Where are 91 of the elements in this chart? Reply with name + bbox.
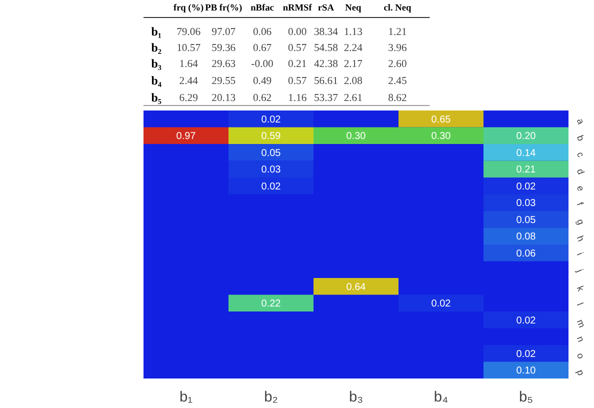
data-label: 2.24 bbox=[344, 43, 364, 54]
y-tick-label: m bbox=[574, 318, 588, 330]
x-tick-label: b₁ bbox=[179, 390, 193, 406]
data-label: 20.13 bbox=[212, 93, 236, 104]
y-tick-label: h bbox=[574, 234, 586, 243]
data-label: 0.08 bbox=[516, 232, 536, 243]
data-label: 0.20 bbox=[516, 131, 536, 142]
data-label: 0.21 bbox=[288, 59, 307, 70]
y-tick-label: b₅ bbox=[151, 90, 162, 104]
y-tick-label: c bbox=[574, 150, 586, 159]
data-label: 2.61 bbox=[344, 93, 362, 104]
data-label: 0.03 bbox=[261, 164, 282, 176]
data-label: 0.14 bbox=[516, 148, 536, 159]
data-label: 54.58 bbox=[314, 43, 338, 54]
data-label: 8.62 bbox=[388, 93, 407, 104]
data-label: 2.44 bbox=[179, 76, 199, 87]
y-tick-label: f bbox=[574, 200, 586, 208]
x-tick-label: PB fr(%) bbox=[205, 4, 242, 14]
x-tick-label: b₃ bbox=[348, 390, 364, 406]
data-label: 2.60 bbox=[388, 59, 407, 70]
x-tick-label: b₂ bbox=[264, 390, 278, 406]
x-tick-label: b₅ bbox=[518, 390, 534, 406]
data-label: 59.36 bbox=[212, 43, 236, 54]
data-label: 0.06 bbox=[252, 27, 272, 38]
data-label: 0.10 bbox=[516, 366, 536, 377]
x-tick-label: frq (%) bbox=[174, 4, 204, 14]
data-label: 6.29 bbox=[179, 93, 198, 104]
data-label: 42.38 bbox=[314, 59, 338, 70]
y-tick-label: n bbox=[574, 334, 586, 344]
data-label: 0.30 bbox=[431, 131, 452, 142]
y-tick-label: p bbox=[574, 368, 586, 377]
data-label: 0.06 bbox=[516, 248, 536, 260]
data-label: 0.62 bbox=[252, 93, 272, 104]
y-tick-label: i bbox=[574, 251, 585, 257]
data-label: -0.00 bbox=[251, 59, 274, 70]
y-tick-label: b₁ bbox=[151, 24, 162, 38]
data-label: 29.55 bbox=[212, 76, 236, 87]
data-label: 3.96 bbox=[388, 43, 408, 54]
data-label: 0.97 bbox=[176, 131, 196, 142]
data-label: 0.02 bbox=[431, 298, 452, 310]
data-label: 0.21 bbox=[516, 164, 536, 176]
data-label: 1.21 bbox=[388, 27, 407, 38]
data-label: 1.16 bbox=[288, 93, 308, 104]
x-tick-label: b₄ bbox=[434, 390, 448, 406]
data-label: 0.65 bbox=[431, 114, 452, 126]
data-label: 0.49 bbox=[252, 76, 272, 87]
data-label: 0.22 bbox=[261, 298, 282, 310]
x-tick-label: rSA bbox=[318, 4, 334, 14]
data-label: 0.02 bbox=[261, 181, 282, 192]
data-label: 53.37 bbox=[314, 93, 339, 104]
y-tick-label: e bbox=[574, 184, 586, 193]
y-tick-label: d bbox=[574, 167, 586, 176]
y-tick-label: b₂ bbox=[151, 40, 162, 54]
y-tick-label: o bbox=[574, 352, 586, 360]
data-label: 0.03 bbox=[516, 198, 536, 210]
data-label: 0.59 bbox=[261, 131, 282, 142]
data-label: 0.02 bbox=[516, 181, 536, 192]
data-label: 0.64 bbox=[346, 282, 366, 293]
y-tick-label: l bbox=[574, 301, 585, 307]
x-tick-label: nBfac bbox=[250, 4, 274, 14]
data-label: 38.34 bbox=[314, 27, 339, 38]
data-label: 1.13 bbox=[344, 27, 362, 38]
data-label: 1.64 bbox=[179, 59, 199, 70]
data-label: 2.17 bbox=[344, 59, 364, 70]
y-tick-label: b₃ bbox=[151, 56, 162, 70]
data-label: 79.06 bbox=[176, 27, 202, 38]
data-label: 0.02 bbox=[516, 315, 536, 326]
x-tick-label: nRMSf bbox=[282, 4, 313, 14]
data-label: 29.63 bbox=[212, 59, 236, 70]
y-tick-label: b₄ bbox=[151, 74, 162, 88]
data-label: 97.07 bbox=[212, 27, 236, 38]
data-label: 2.45 bbox=[388, 76, 407, 87]
data-label: 2.08 bbox=[344, 76, 362, 87]
y-tick-label: j bbox=[574, 266, 585, 274]
data-label: 0.57 bbox=[288, 43, 308, 54]
y-tick-label: k bbox=[574, 284, 586, 293]
data-label: 0.05 bbox=[261, 148, 282, 159]
data-label: 56.61 bbox=[314, 76, 338, 87]
y-tick-label: a bbox=[574, 117, 586, 126]
data-label: 0.67 bbox=[252, 43, 272, 54]
data-label: 10.57 bbox=[176, 43, 202, 54]
x-tick-label: cl. Neq bbox=[384, 4, 412, 14]
data-label: 0.00 bbox=[288, 27, 307, 38]
data-label: 0.30 bbox=[346, 131, 366, 142]
y-tick-label: g bbox=[574, 218, 586, 226]
data-label: 0.02 bbox=[516, 348, 536, 360]
data-label: 0.57 bbox=[288, 76, 308, 87]
data-label: 0.02 bbox=[261, 114, 282, 126]
y-tick-label: b bbox=[574, 134, 586, 142]
data-label: 0.05 bbox=[516, 214, 536, 226]
x-tick-label: Neq bbox=[345, 4, 362, 14]
